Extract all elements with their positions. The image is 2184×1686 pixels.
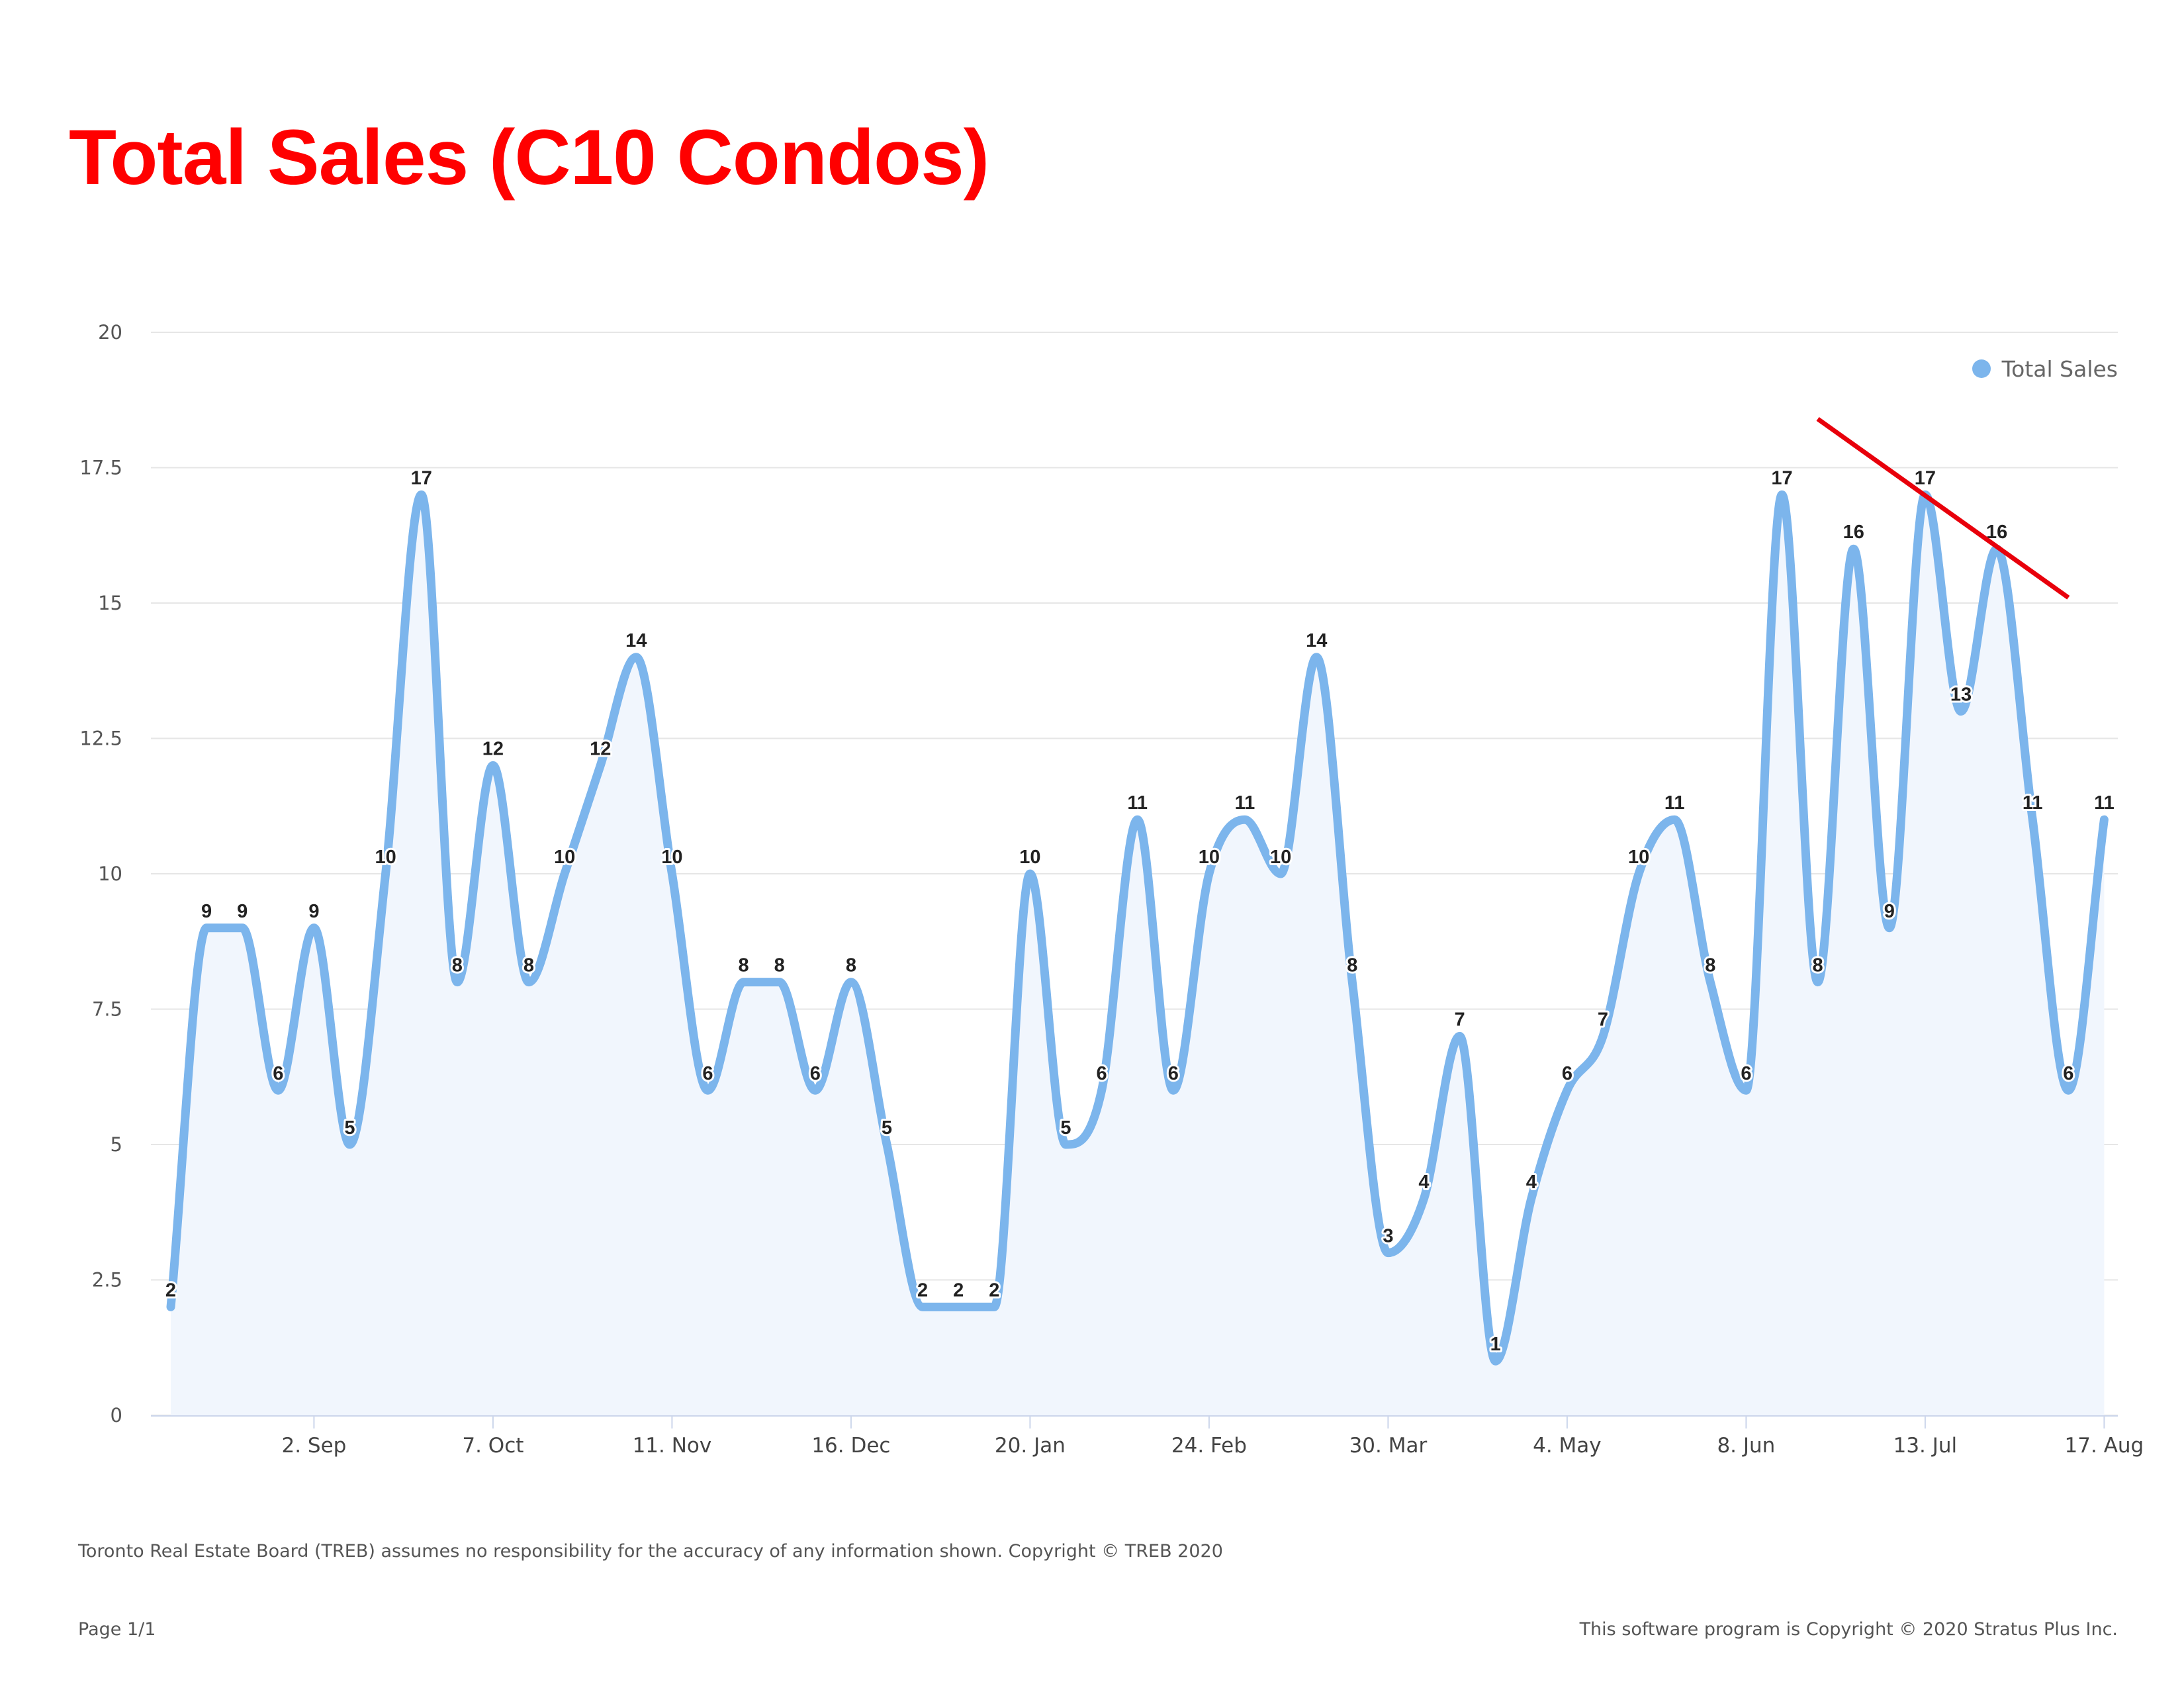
data-label: 9 [237,901,248,922]
data-label: 11 [2023,792,2043,814]
data-label: 14 [1306,630,1327,651]
data-label: 1 [1490,1334,1501,1355]
series-line[interactable] [166,490,2109,1366]
data-label: 14 [625,630,647,651]
y-tick-label: 17.5 [79,457,122,479]
data-label: 3 [1383,1226,1393,1247]
data-label: 7 [1598,1009,1608,1030]
data-label: 5 [1060,1117,1071,1139]
data-label: 2 [165,1280,176,1301]
x-tick-label: 24. Feb [1171,1434,1247,1458]
y-tick-label: 7.5 [92,998,122,1021]
data-label: 17 [411,467,432,489]
data-label: 17 [1915,467,1936,489]
data-label: 6 [702,1063,713,1084]
data-label: 10 [1628,847,1649,868]
y-tick-label: 5 [111,1133,122,1156]
data-label: 2 [917,1280,928,1301]
x-tick-label: 30. Mar [1349,1434,1428,1458]
data-label: 10 [1270,847,1291,868]
x-tick-label: 13. Jul [1893,1434,1958,1458]
data-label: 6 [1741,1063,1751,1084]
annotations [1816,417,2070,600]
data-label: 11 [1127,792,1148,814]
y-tick-label: 20 [98,321,122,344]
data-label: 11 [2094,792,2115,814]
y-tick-label: 10 [98,863,122,885]
data-label: 8 [774,955,785,976]
data-label: 8 [1705,955,1715,976]
software-copyright: This software program is Copyright © 202… [1579,1619,2118,1640]
data-label: 11 [1664,792,1685,814]
data-label: 8 [452,955,463,976]
trend-line-annotation [1816,417,2070,600]
data-label: 6 [1097,1063,1107,1084]
data-label: 8 [846,955,856,976]
data-label: 2 [953,1280,964,1301]
data-label: 4 [1418,1172,1429,1193]
data-label: 10 [554,847,575,868]
data-label: 12 [590,738,611,759]
data-label: 7 [1455,1009,1465,1030]
data-label: 9 [1884,901,1895,922]
y-tick-label: 12.5 [79,727,122,750]
data-label: 6 [1562,1063,1572,1084]
data-label: 6 [810,1063,821,1084]
data-label: 17 [1771,467,1792,489]
legend-marker-icon [1972,359,1991,378]
data-label: 2 [989,1280,999,1301]
series-area [171,494,2105,1415]
x-tick-label: 20. Jan [995,1434,1066,1458]
y-tick-label: 0 [111,1404,122,1427]
x-tick-label: 8. Jun [1717,1434,1775,1458]
data-label: 6 [1168,1063,1179,1084]
data-label: 6 [2063,1063,2073,1084]
data-label: 9 [201,901,212,922]
data-label: 4 [1526,1172,1537,1193]
y-axis-ticks: 0 2.5 5 7.5 10 12.5 15 17.5 20 [79,321,122,1427]
x-tick-label: 2. Sep [281,1434,346,1458]
data-label: 12 [482,738,504,759]
disclaimer: Toronto Real Estate Board (TREB) assumes… [78,1541,1223,1562]
legend-item-total-sales[interactable]: Total Sales [2001,356,2118,382]
data-label: 11 [1235,792,1255,814]
data-label: 8 [523,955,534,976]
data-label: 10 [661,847,682,868]
page-title: Total Sales (C10 Condos) [69,114,989,201]
y-tick-label: 2.5 [92,1269,122,1291]
data-label: 16 [1843,522,1864,543]
data-label: 10 [1019,847,1040,868]
data-label: 6 [273,1063,283,1084]
y-tick-label: 15 [98,592,122,614]
data-label: 9 [308,901,319,922]
data-label: 5 [344,1117,355,1139]
data-label: 8 [739,955,749,976]
data-label: 10 [375,847,396,868]
data-label: 10 [1199,847,1220,868]
page-number: Page 1/1 [78,1619,156,1640]
x-tick-label: 11. Nov [633,1434,712,1458]
data-label: 13 [1950,684,1972,706]
legend[interactable]: Total Sales [1972,356,2118,382]
data-label: 5 [882,1117,892,1139]
data-label: 8 [1347,955,1357,976]
x-tick-label: 4. May [1533,1434,1602,1458]
data-label: 8 [1813,955,1823,976]
x-tick-label: 17. Aug [2065,1434,2144,1458]
x-tick-label: 16. Dec [811,1434,890,1458]
x-axis: 2. Sep 7. Oct 11. Nov 16. Dec 20. Jan 24. Feb… [151,1415,2144,1458]
x-tick-label: 7. Oct [462,1434,523,1458]
